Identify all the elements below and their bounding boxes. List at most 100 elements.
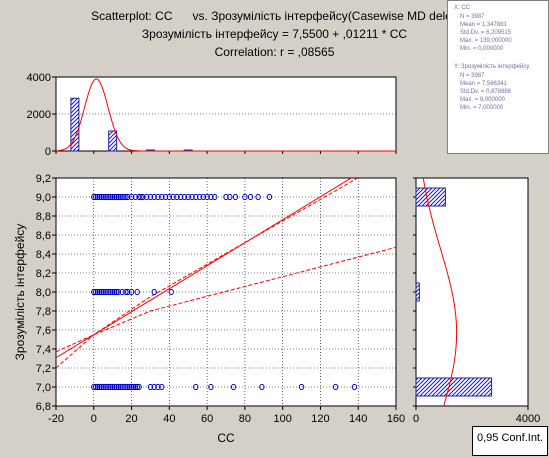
- confidence-band-upper: [56, 178, 359, 369]
- stats-y-n: N = 3987: [460, 73, 485, 79]
- data-point: [189, 193, 195, 201]
- right-hist-bar: [415, 187, 446, 207]
- regression-group: [56, 178, 396, 369]
- y-axis-title: Зрозумілість інтерфейсу: [13, 224, 27, 361]
- y-tick-label: 8,4: [36, 249, 51, 261]
- data-point: [104, 383, 110, 391]
- data-point: [138, 193, 144, 201]
- stats-x-std: Std.Dv. = 6,209515: [460, 30, 512, 36]
- data-point: [94, 383, 101, 391]
- y-tick-label: 8,0: [36, 287, 51, 299]
- data-point: [96, 288, 103, 296]
- y-tick-label: 7,6: [36, 325, 51, 337]
- data-point: [98, 288, 105, 296]
- data-point: [123, 383, 129, 391]
- x-tick-label: 0: [91, 413, 97, 425]
- data-point: [119, 383, 125, 391]
- data-point: [136, 383, 142, 391]
- data-point: [211, 193, 218, 201]
- stats-y-name: Зрозумілість інтерфейсу: [461, 64, 530, 70]
- data-point: [193, 383, 199, 391]
- right-hist-tick-label: 4000: [516, 413, 540, 425]
- x-tick-label: -20: [48, 413, 64, 425]
- data-point: [100, 193, 106, 201]
- data-point: [123, 193, 129, 201]
- data-point: [134, 288, 140, 296]
- data-point: [223, 193, 229, 201]
- data-point: [130, 383, 137, 391]
- chart-title-line3: Correlation: r = ,08565: [214, 45, 335, 59]
- data-point: [143, 193, 150, 201]
- data-point: [104, 193, 110, 201]
- y-tick-label: 8,2: [36, 268, 51, 280]
- data-point: [102, 193, 108, 201]
- data-point: [232, 193, 239, 201]
- data-point: [102, 383, 108, 391]
- stats-x-var-name: X: CC: [454, 5, 471, 11]
- y-tick-label: 8,6: [36, 230, 51, 242]
- data-point: [259, 383, 265, 391]
- conf-int-label: 0,95 Conf.Int.: [477, 432, 544, 444]
- data-point: [136, 193, 142, 201]
- data-point: [91, 193, 97, 201]
- data-point: [106, 288, 112, 296]
- data-point: [155, 383, 161, 391]
- data-point: [168, 288, 174, 296]
- right-hist-bar: [415, 282, 420, 302]
- x-tick-label: 100: [273, 413, 291, 425]
- stats-x-min: Min. = 0,000000: [460, 46, 504, 52]
- data-point: [128, 288, 135, 296]
- data-point: [332, 383, 339, 391]
- data-point: [96, 383, 103, 391]
- data-point: [98, 193, 105, 201]
- title-part-vs: vs. Зрозумілість інтерфейсу: [192, 9, 348, 23]
- data-point: [255, 193, 261, 201]
- chart-title-line1: Scatterplot: CC vs. Зрозумілість інтерфе…: [0, 9, 549, 23]
- stats-y-std: Std.Dv. = 0,878886: [460, 89, 512, 95]
- data-point: [113, 288, 120, 296]
- data-point: [147, 193, 154, 201]
- data-point: [108, 288, 114, 296]
- x-axis-title: CC: [217, 431, 235, 445]
- data-point: [91, 383, 97, 391]
- data-point: [96, 193, 103, 201]
- data-point: [155, 193, 161, 201]
- data-point: [204, 193, 210, 201]
- data-point: [132, 383, 139, 391]
- stats-y-var-name: Y: Зрозумілість інтерфейсу: [454, 64, 530, 70]
- chart-title-line2: Зрозумілість інтерфейсу = 7,5500 + ,0121…: [141, 27, 408, 41]
- data-point: [102, 288, 108, 296]
- data-point: [132, 193, 139, 201]
- data-point: [115, 383, 122, 391]
- data-point: [126, 383, 133, 391]
- top-hist-tick-label: 0: [45, 146, 51, 158]
- data-point: [208, 383, 214, 391]
- data-point: [117, 193, 123, 201]
- data-point: [92, 288, 99, 296]
- data-point: [159, 193, 165, 201]
- data-point: [92, 193, 99, 201]
- data-point: [151, 383, 157, 391]
- x-tick-label: 80: [239, 413, 251, 425]
- data-point: [298, 383, 305, 391]
- data-point: [109, 193, 116, 201]
- right-hist-tick-label: 0: [413, 413, 419, 425]
- data-point: [125, 383, 131, 391]
- data-point: [92, 383, 99, 391]
- x-tick-label: 160: [387, 413, 405, 425]
- x-tick-label: 140: [349, 413, 367, 425]
- data-point: [106, 193, 112, 201]
- top-hist-tick-label: 4000: [27, 72, 51, 84]
- conf-int-legend: 0,95 Conf.Int.: [472, 426, 548, 456]
- data-point: [128, 193, 135, 201]
- top-hist-normal-curve: [55, 78, 396, 152]
- data-point: [247, 193, 254, 201]
- data-point: [208, 193, 214, 201]
- data-point: [196, 193, 203, 201]
- data-point: [94, 193, 101, 201]
- data-point: [151, 193, 157, 201]
- data-point: [117, 383, 123, 391]
- data-point: [109, 288, 116, 296]
- data-point: [111, 383, 118, 391]
- data-point: [351, 383, 358, 391]
